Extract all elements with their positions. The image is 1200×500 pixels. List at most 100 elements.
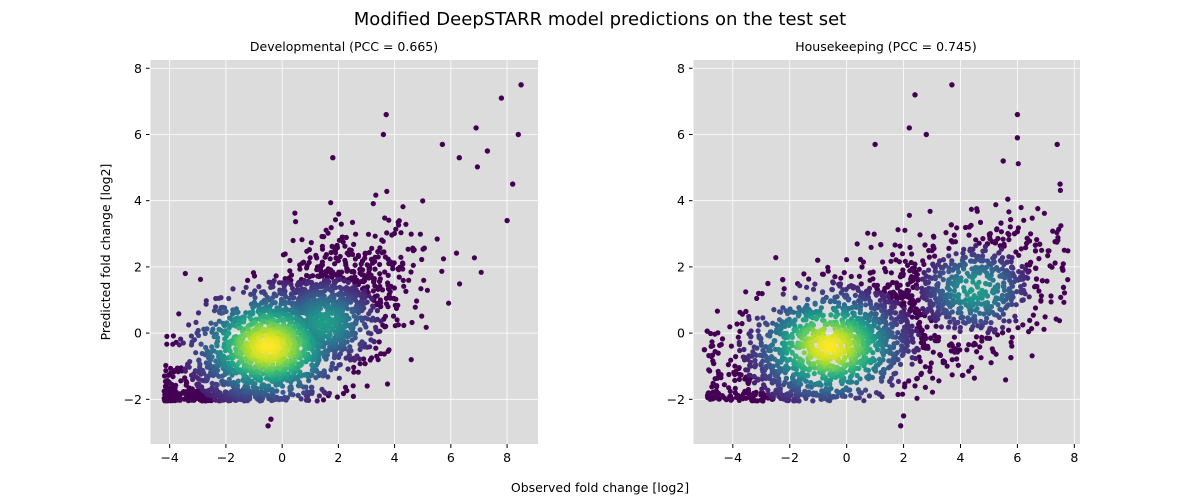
data-point — [803, 317, 809, 323]
data-point — [886, 365, 892, 371]
data-point — [386, 217, 392, 223]
data-point — [932, 276, 939, 282]
data-point — [962, 224, 969, 231]
data-point — [1032, 305, 1039, 311]
data-point — [313, 375, 319, 381]
data-point — [877, 297, 883, 303]
data-point — [797, 283, 803, 289]
data-point — [1047, 263, 1053, 269]
data-point — [866, 373, 872, 379]
data-point — [307, 255, 313, 261]
data-point — [922, 384, 929, 390]
data-point — [810, 286, 817, 292]
data-point — [940, 358, 946, 364]
data-point — [327, 344, 333, 350]
data-point — [163, 368, 169, 374]
data-point — [812, 301, 818, 307]
data-point — [926, 267, 932, 273]
data-point — [804, 284, 810, 290]
data-point — [1008, 259, 1014, 265]
data-point — [778, 309, 784, 315]
data-point — [748, 334, 754, 340]
data-point — [1041, 210, 1047, 216]
data-point — [811, 371, 817, 377]
data-point — [350, 393, 356, 399]
data-point — [308, 389, 314, 395]
data-point — [715, 350, 721, 356]
data-point — [708, 330, 714, 337]
data-point — [946, 253, 952, 259]
data-point — [982, 243, 989, 250]
data-point — [747, 340, 754, 346]
data-point — [1029, 353, 1035, 359]
data-point — [789, 334, 795, 340]
data-point — [304, 265, 310, 271]
data-point — [793, 353, 799, 360]
data-point — [909, 314, 915, 320]
data-point — [895, 378, 902, 384]
data-point — [940, 277, 946, 283]
data-point — [845, 362, 851, 368]
data-point — [910, 277, 916, 283]
data-point — [188, 333, 194, 339]
data-point — [848, 392, 854, 398]
data-point — [1032, 242, 1038, 248]
data-point — [977, 310, 983, 316]
data-point — [1008, 355, 1014, 361]
data-point — [791, 309, 797, 315]
data-point — [899, 251, 906, 257]
data-point — [975, 323, 981, 329]
data-point — [218, 295, 224, 301]
data-point — [739, 321, 745, 327]
data-point — [341, 278, 347, 284]
data-point — [748, 328, 754, 334]
data-point — [386, 347, 392, 353]
data-point — [191, 337, 198, 343]
data-point — [786, 316, 792, 322]
data-point — [282, 394, 288, 400]
data-point — [747, 363, 754, 369]
data-point — [320, 320, 326, 326]
data-point — [1039, 247, 1045, 253]
data-point — [822, 322, 828, 328]
data-point — [736, 365, 742, 371]
data-point — [403, 288, 409, 294]
data-point — [226, 376, 232, 382]
data-point — [751, 380, 758, 386]
data-point — [268, 284, 274, 290]
data-point — [762, 373, 768, 379]
data-point — [176, 342, 182, 348]
data-point — [820, 312, 826, 318]
data-point — [409, 319, 415, 326]
data-point — [258, 389, 264, 395]
data-point — [1021, 217, 1027, 223]
data-point — [946, 269, 952, 275]
data-point — [906, 288, 912, 294]
data-point — [912, 300, 918, 306]
data-point — [335, 258, 341, 264]
data-point — [340, 239, 346, 245]
data-point — [754, 295, 760, 301]
x-tick-label: −2 — [781, 450, 799, 465]
data-point — [833, 338, 840, 344]
data-point — [928, 360, 934, 366]
data-point — [336, 211, 342, 217]
data-point — [996, 250, 1002, 256]
data-point — [743, 289, 749, 295]
data-point — [301, 349, 307, 355]
data-point — [718, 372, 724, 378]
data-point — [1052, 260, 1058, 266]
data-point — [960, 319, 967, 325]
data-point — [1060, 261, 1066, 267]
data-point — [174, 365, 180, 371]
data-point — [1060, 284, 1067, 290]
data-point — [783, 330, 789, 336]
data-point — [970, 324, 976, 330]
data-point — [888, 258, 894, 264]
data-point — [352, 262, 358, 268]
data-point — [914, 285, 920, 291]
data-point — [946, 265, 952, 271]
data-point — [1001, 261, 1007, 267]
data-point — [195, 310, 202, 316]
